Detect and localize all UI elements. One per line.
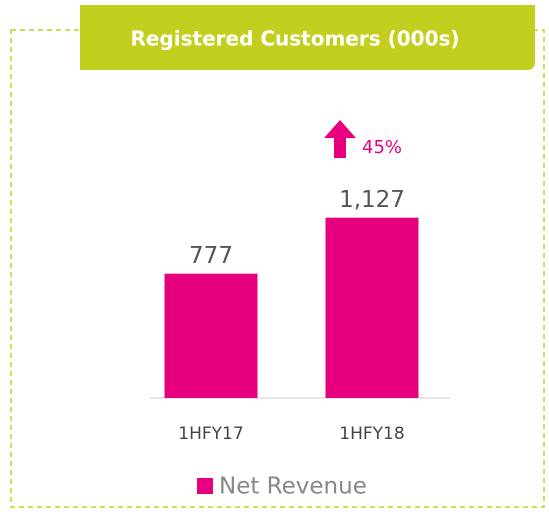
bar [164,273,258,398]
title-banner [80,5,535,70]
value-label: 1,127 [339,187,405,213]
legend-label: Net Revenue [219,474,367,500]
bar [325,217,419,398]
up-arrow [324,120,356,158]
frame [10,29,545,508]
chart-title: Registered Customers (000s) [130,27,459,51]
x-tick-label: 1HFY18 [339,424,404,444]
growth-annotation: 45% [362,137,402,158]
legend-swatch [197,478,213,494]
x-tick-label: 1HFY17 [178,424,243,444]
value-label: 777 [189,243,233,269]
